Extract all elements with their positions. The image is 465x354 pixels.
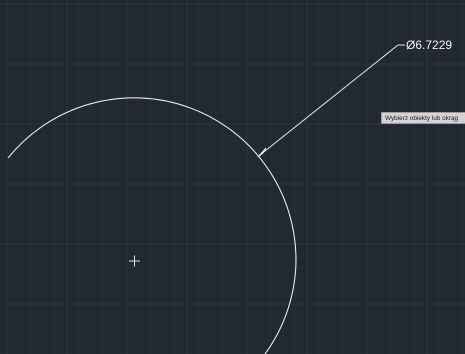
center-mark-icon <box>129 255 140 267</box>
diameter-dimension[interactable] <box>257 44 405 158</box>
cursor-tooltip: Wybierz obiekty lub okrąg <box>381 112 465 124</box>
circle-entity[interactable] <box>7 97 297 354</box>
dimension-arrowhead-icon <box>257 147 267 158</box>
dimension-leader-line <box>259 44 399 156</box>
dimension-text[interactable]: Ø6.7229 <box>406 38 452 52</box>
